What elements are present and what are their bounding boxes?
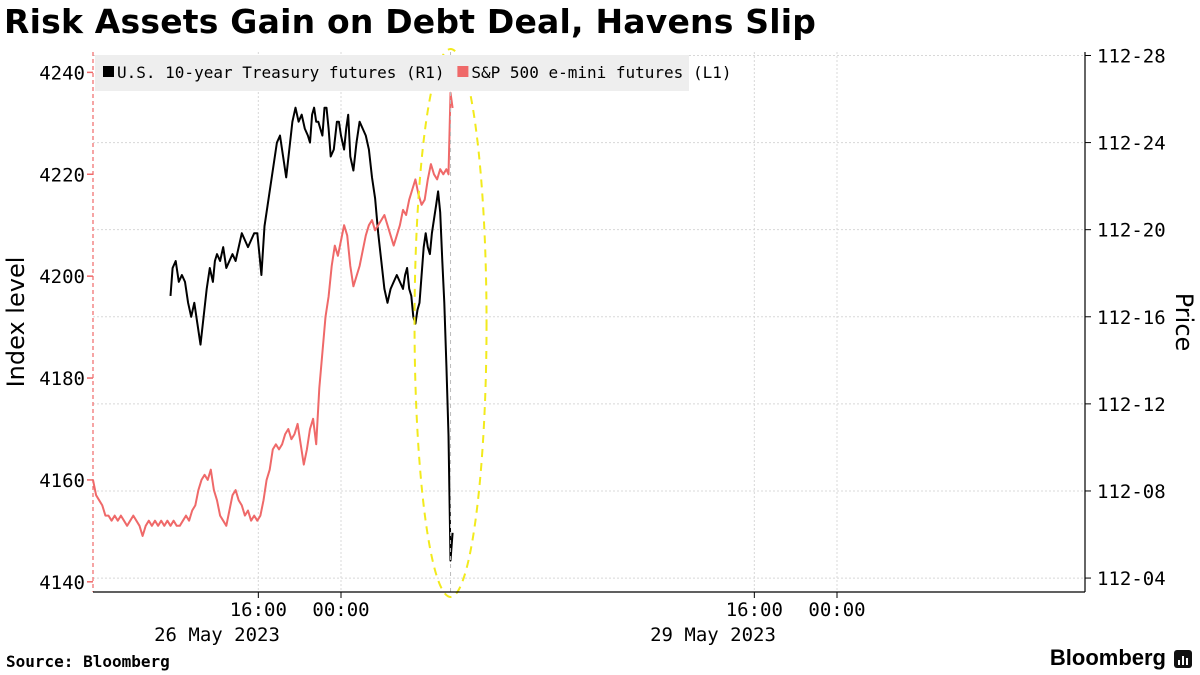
left-tick-label: 4200 — [39, 266, 85, 288]
right-tick-label: 112-20 — [1097, 220, 1166, 242]
highlight-ellipse — [413, 48, 488, 598]
annotation-layer — [413, 48, 488, 598]
legend-label-spx: S&P 500 e-mini futures (L1) — [471, 63, 731, 82]
right-tick-label: 112-08 — [1097, 481, 1166, 503]
chart-legend: U.S. 10-year Treasury futures (R1) S&P 50… — [95, 55, 731, 91]
spx-futures-line — [92, 91, 454, 537]
bloomberg-logo: Bloomberg — [1049, 645, 1166, 670]
left-tick-label: 4160 — [39, 470, 85, 492]
legend-label-treasury: U.S. 10-year Treasury futures (R1) — [117, 63, 445, 82]
x-tick-label: 00:00 — [312, 599, 369, 621]
left-tick-label: 4220 — [39, 164, 85, 186]
right-tick-label: 112-28 — [1097, 45, 1166, 67]
x-tick-label: 16:00 — [230, 599, 287, 621]
left-tick-label: 4240 — [39, 62, 85, 84]
chart-axes: 16:00 00:00 16:00 00:00 26 May 2023 29 May 20… — [2, 45, 1198, 646]
bloomberg-terminal-icon — [1174, 650, 1192, 668]
page-title: Risk Assets Gain on Debt Deal, Havens Sl… — [4, 2, 817, 41]
treasury-futures-line — [169, 106, 454, 562]
series-layer — [92, 91, 454, 562]
right-tick-label: 112-12 — [1097, 394, 1166, 416]
right-tick-label: 112-04 — [1097, 568, 1166, 590]
right-tick-label: 112-16 — [1097, 307, 1166, 329]
legend-box — [95, 55, 689, 91]
source-note: Source: Bloomberg — [6, 652, 170, 671]
x-date-label: 26 May 2023 — [154, 624, 280, 646]
left-tick-label: 4180 — [39, 368, 85, 390]
y-left-axis-title: Index level — [2, 257, 30, 388]
x-date-label: 29 May 2023 — [650, 624, 776, 646]
legend-swatch-spx — [457, 66, 469, 77]
legend-swatch-treasury — [103, 66, 114, 77]
x-tick-label: 00:00 — [808, 599, 865, 621]
chart-grid — [93, 52, 1085, 592]
right-tick-label: 112-24 — [1097, 133, 1166, 155]
left-tick-label: 4140 — [39, 572, 85, 594]
x-tick-label: 16:00 — [726, 599, 783, 621]
y-right-axis-title: Price — [1170, 293, 1198, 352]
